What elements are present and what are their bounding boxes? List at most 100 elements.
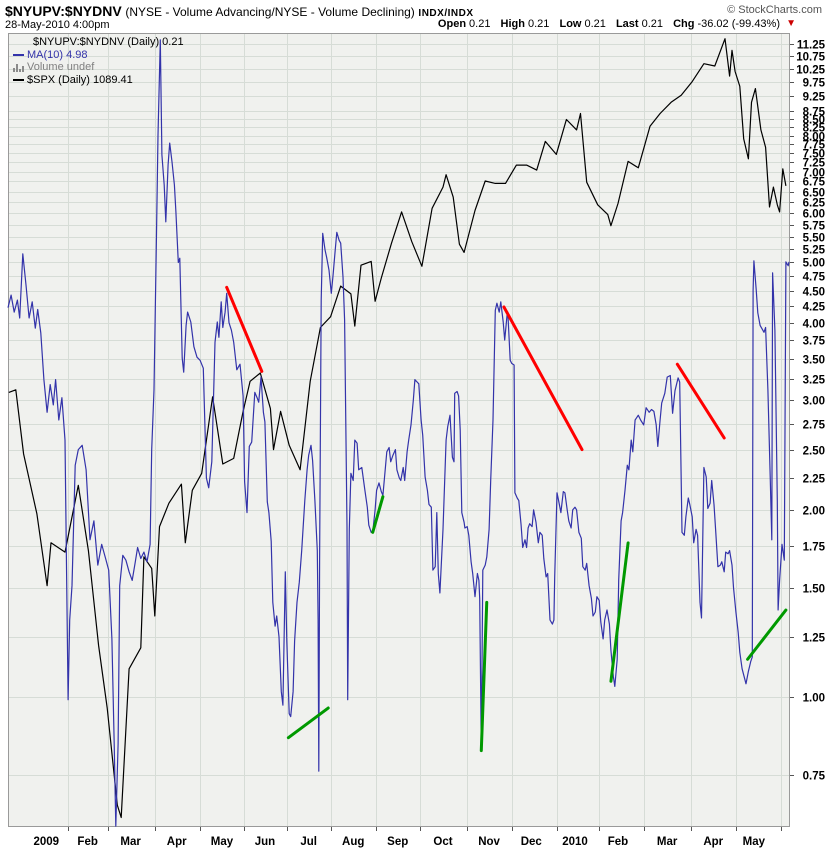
red-down-trendline-2 (675, 362, 726, 440)
x-axis-label-Mar: Mar (657, 836, 678, 848)
green-up-trendline-3 (286, 706, 330, 740)
y-tick-label: 2.25 (803, 474, 826, 486)
x-axis-label-Mar: Mar (120, 836, 141, 848)
last-label: Last (615, 18, 639, 30)
x-axis-label-Oct: Oct (433, 836, 452, 848)
y-tick-label: 1.00 (803, 693, 825, 705)
x-axis-label-Apr: Apr (167, 836, 187, 848)
x-axis-labels: 2009 Feb Mar Apr May Jun Jul Aug Sep Oct Nov Dec 201… (33, 827, 782, 848)
y-axis-labels: 11.2510.7510.259.759.258.758.508.258.007… (790, 40, 826, 783)
x-axis-label-Feb: Feb (608, 836, 628, 848)
legend-item-ma10: MA(10) 4.98 (13, 49, 184, 62)
green-up-trendline-6 (609, 541, 630, 683)
y-tick-label: 0.75 (803, 771, 826, 783)
y-tick-label: 9.75 (803, 78, 826, 90)
high-label: High (500, 18, 525, 30)
legend-item-volume: Volume undef (13, 61, 184, 74)
y-tick-label: 4.00 (803, 319, 825, 331)
legend-volume-label: Volume undef (27, 61, 95, 73)
y-tick-label: 5.75 (803, 221, 826, 233)
y-tick-label: 6.50 (803, 188, 825, 200)
low-label: Low (559, 18, 582, 30)
y-tick-label: 2.75 (803, 420, 826, 432)
x-axis-label-May: May (211, 836, 234, 848)
x-axis-label-May: May (743, 836, 766, 848)
y-tick-label: 7.50 (803, 149, 825, 161)
ma10-line-swatch-icon (13, 53, 24, 56)
copyright-label: © StockCharts.com (727, 4, 822, 16)
y-tick-label: 10.75 (796, 52, 825, 64)
y-tick-label: 8.00 (803, 132, 825, 144)
x-axis-label-Apr: Apr (703, 836, 723, 848)
y-tick-label: 6.25 (803, 198, 826, 210)
open-label: Open (437, 18, 467, 30)
quote-summary: Open 0.21 High 0.21 Low 0.21 Last 0.21 Chg -3… (431, 18, 780, 30)
y-tick-label: 1.25 (803, 633, 826, 645)
y-tick-label: 1.50 (803, 584, 825, 596)
y-tick-label: 6.75 (803, 177, 826, 189)
x-axis-label-Sep: Sep (387, 836, 408, 848)
y-tick-label: 2.00 (803, 506, 825, 518)
y-tick-label: 10.25 (796, 65, 825, 77)
y-tick-label: 7.00 (803, 168, 825, 180)
green-up-trendline-7 (746, 608, 788, 661)
y-tick-label: 3.25 (803, 375, 826, 387)
y-tick-label: 11.25 (797, 40, 826, 52)
x-axis-label-2010: 2010 (562, 836, 588, 848)
y-tick-label: 8.75 (803, 107, 826, 119)
y-tick-label: 5.00 (803, 258, 825, 270)
legend-main-label: $NYUPV:$NYDNV (Daily) 0.21 (33, 36, 184, 48)
y-tick-label: 2.50 (803, 446, 825, 458)
x-axis-label-2009: 2009 (33, 836, 59, 848)
chart-description: (NYSE - Volume Advancing/NYSE - Volume D… (125, 5, 415, 19)
x-axis-label-Jul: Jul (300, 836, 317, 848)
low-value: 0.21 (584, 18, 606, 30)
chg-value: -36.02 (-99.43%) (697, 18, 780, 30)
y-tick-label: 4.50 (803, 287, 825, 299)
y-tick-label: 3.00 (803, 396, 825, 408)
y-tick-label: 3.75 (803, 336, 826, 348)
legend-item-main: $NYUPV:$NYDNV (Daily) 0.21 (13, 36, 184, 49)
open-value: 0.21 (469, 18, 491, 30)
x-axis-label-Dec: Dec (521, 836, 543, 848)
x-axis-label-Feb: Feb (77, 836, 97, 848)
y-tick-label: 4.75 (803, 272, 826, 284)
green-up-trendline-4 (371, 495, 385, 534)
y-tick-label: 8.50 (803, 115, 825, 127)
volume-bars-icon (13, 63, 24, 72)
chg-label: Chg (673, 18, 695, 30)
plot-border (8, 33, 790, 827)
spx-line (8, 38, 787, 819)
green-up-trendline-5 (479, 600, 489, 753)
y-tick-label: 9.25 (803, 92, 826, 104)
y-tick-label: 3.50 (803, 355, 825, 367)
high-value: 0.21 (527, 18, 550, 30)
ratio-line (7, 39, 790, 827)
y-tick-label: 5.25 (803, 245, 826, 257)
red-down-trendline-1 (502, 305, 584, 452)
y-tick-label: 4.25 (803, 302, 826, 314)
x-axis-label-Nov: Nov (478, 836, 500, 848)
y-tick-label: 7.75 (803, 140, 826, 152)
x-axis-label-Jun: Jun (255, 836, 275, 848)
chart-legend: $NYUPV:$NYDNV (Daily) 0.21 MA(10) 4.98 V… (13, 36, 184, 86)
chart-datetime: 28-May-2010 4:00pm (5, 19, 110, 31)
x-axis-label-Aug: Aug (342, 836, 364, 848)
change-down-triangle-icon: ▼ (786, 18, 796, 29)
chart-index-tag: INDX/INDX (418, 8, 474, 19)
y-tick-label: 7.25 (803, 158, 826, 170)
red-down-trendline-0 (225, 285, 264, 373)
legend-item-spx: $SPX (Daily) 1089.41 (13, 74, 184, 87)
spx-line-swatch-icon (13, 78, 24, 81)
y-tick-label: 1.75 (803, 542, 826, 554)
legend-ma10-label: MA(10) 4.98 (27, 48, 88, 61)
chart-symbol: $NYUPV:$NYDNV (5, 3, 122, 19)
plot-background (8, 33, 790, 827)
chart-title: $NYUPV:$NYDNV (NYSE - Volume Advancing/N… (5, 3, 473, 19)
last-value: 0.21 (641, 18, 663, 30)
y-tick-label: 8.25 (803, 123, 826, 135)
y-tick-label: 5.50 (803, 233, 825, 245)
y-tick-label: 6.00 (803, 209, 825, 221)
